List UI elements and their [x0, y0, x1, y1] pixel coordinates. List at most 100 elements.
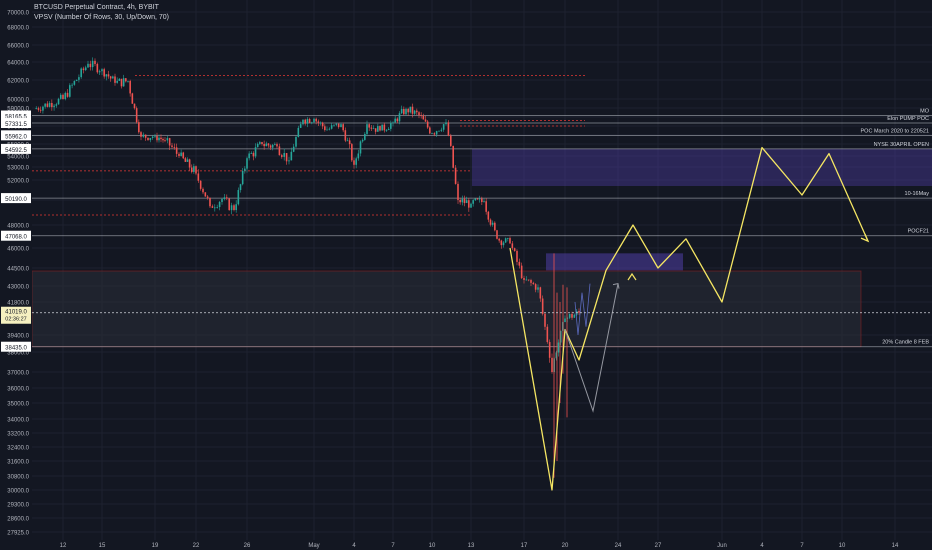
time-tick-label: Jun [717, 543, 727, 549]
price-tick-label: 29300.0 [7, 503, 29, 509]
level-name: NYSE 30APRIL OPEN [874, 142, 929, 148]
candle-body [120, 78, 123, 87]
candle-body [355, 158, 357, 165]
zones [31, 148, 932, 348]
candle-body [288, 160, 290, 162]
candle-body [440, 129, 443, 131]
projection-drawing[interactable] [509, 146, 870, 491]
candle-body [474, 198, 477, 201]
current-price-label: 41019.0 [5, 310, 27, 316]
level-badge [1, 230, 31, 241]
candle-body [438, 130, 440, 132]
candle-body [326, 129, 328, 131]
candle-body [537, 287, 539, 290]
candle-body [91, 60, 94, 68]
grid [32, 0, 932, 540]
candle-body [459, 200, 461, 203]
candle-body [357, 153, 360, 159]
candle-body [218, 201, 221, 208]
candle-body [193, 166, 195, 172]
candle-body [452, 145, 454, 168]
candle-body [364, 133, 366, 140]
candle-body [315, 118, 317, 122]
candle-body [485, 201, 487, 212]
price-axis[interactable]: 70000.0 68000.0 66000.0 64000.0 62000.0 60000… [0, 0, 32, 540]
time-axis-bg [0, 540, 932, 550]
candle-body [135, 108, 138, 123]
candle-body [513, 248, 516, 251]
candle-body [321, 122, 324, 127]
level-price-label: 50190.0 [5, 197, 27, 203]
candle-body [173, 146, 176, 148]
candle-body [53, 105, 55, 108]
candle-body [559, 330, 562, 343]
candle-body [299, 124, 302, 128]
candle-body [209, 197, 211, 207]
current-price-badge [1, 306, 31, 324]
price-tick-label: 66000.0 [7, 44, 29, 50]
price-tick-label: 54000.0 [7, 155, 29, 161]
candle-body [230, 205, 233, 211]
candle-body [478, 198, 481, 200]
candle-body [71, 84, 73, 86]
candle-body [420, 115, 422, 116]
candle-body [424, 119, 427, 122]
candle-body [429, 127, 431, 134]
arrow-head-icon [627, 272, 637, 281]
candle-body [433, 133, 436, 135]
candle-body [447, 122, 450, 136]
candle-body [525, 279, 528, 281]
candle-body [457, 183, 459, 200]
candle-body [51, 102, 53, 108]
symbol-title[interactable]: BTCUSD Perpetual Contract, 4h, BYBIT [34, 4, 159, 11]
price-tick-label: 27925.0 [7, 531, 29, 537]
candle-body [571, 313, 573, 318]
candle-body [87, 63, 89, 68]
candle-body [164, 140, 166, 142]
price-tick-label: 37000.0 [7, 371, 29, 377]
candle-body [78, 77, 80, 80]
candle-body [62, 94, 64, 99]
candle-body [261, 142, 263, 144]
candle-body [308, 119, 311, 124]
candle-body [129, 80, 131, 94]
imbalance-zone [546, 253, 683, 271]
price-tick-label: 35000.0 [7, 402, 29, 408]
candle-body [385, 129, 388, 131]
time-axis[interactable]: 12 15 19 22 26 May 4 7 10 13 17 20 24 27 Jun 4 7 10 14 [0, 540, 932, 550]
candle-body [532, 282, 535, 285]
candle-body [199, 180, 202, 189]
candle-body [361, 139, 364, 142]
candle-body [250, 152, 253, 154]
candle-body [162, 138, 164, 141]
price-tick-label: 39400.0 [7, 334, 29, 340]
candle-body [69, 85, 71, 97]
candle-body [481, 198, 483, 202]
time-tick-label: 22 [193, 543, 200, 549]
time-tick-label: 27 [655, 543, 662, 549]
candle-body [138, 122, 140, 133]
candle-body [398, 113, 401, 122]
time-tick-label: 19 [152, 543, 159, 549]
time-tick-label: 7 [391, 543, 395, 549]
candle-body [292, 146, 295, 152]
candle-body [337, 123, 340, 128]
candle-body [171, 145, 173, 147]
candle-body [37, 108, 40, 110]
indicator-title[interactable]: VPSV (Number Of Rows, 30, Up/Down, 70) [34, 14, 169, 21]
candle-body [516, 250, 518, 262]
candle-body [39, 109, 42, 111]
candle-body [182, 152, 185, 159]
arrow-head-icon [612, 283, 620, 289]
candle-body [418, 112, 420, 116]
candle-body [431, 133, 433, 134]
candle-body [313, 118, 315, 123]
candle-body [127, 80, 129, 82]
price-tick-label: 38000.0 [7, 351, 29, 357]
candle-body [180, 152, 182, 156]
candle-body [548, 342, 551, 358]
candle-body [64, 92, 67, 99]
price-tick-label: 43000.0 [7, 285, 29, 291]
